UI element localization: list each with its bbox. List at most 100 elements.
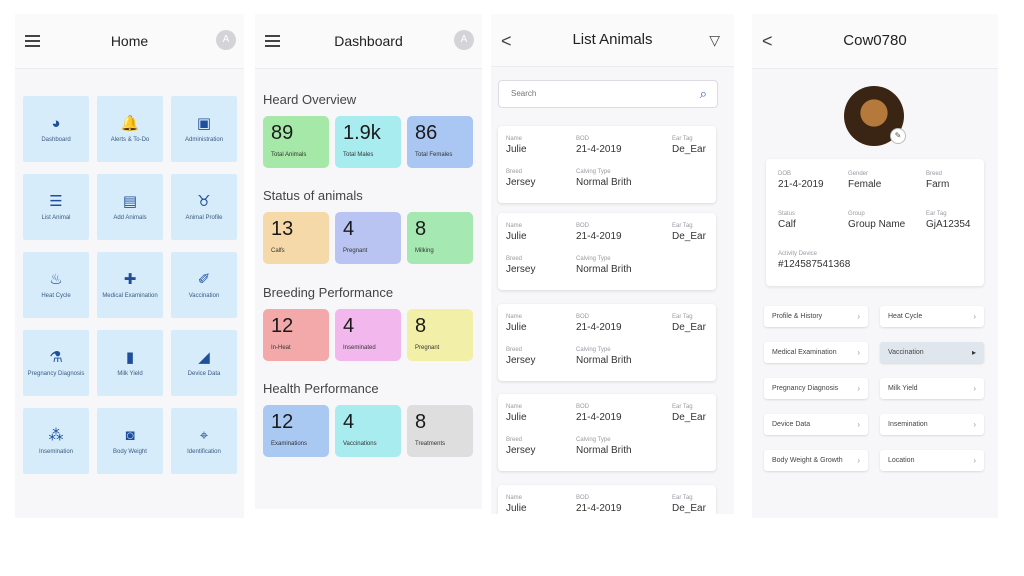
stat-card[interactable]: 12 Examinations xyxy=(263,405,329,457)
search-input[interactable] xyxy=(509,88,683,99)
stat-card[interactable]: 8 Milking xyxy=(407,212,473,264)
link-insemination[interactable]: Insemination › xyxy=(880,414,984,435)
stat-card[interactable]: 86 Total Females xyxy=(407,116,473,168)
stat-card[interactable]: 8 Pregnant xyxy=(407,309,473,361)
link-heat-cycle[interactable]: Heat Cycle › xyxy=(880,306,984,327)
tile-label: Add Animals xyxy=(113,214,147,221)
link-body-weight-growth[interactable]: Body Weight & Growth › xyxy=(764,450,868,471)
ear-field: Ear Tag De_Ear xyxy=(672,136,706,155)
field-label: Name xyxy=(506,136,523,142)
tile-label: Insemination xyxy=(38,448,74,455)
home-tile[interactable]: ◙ Body Weight xyxy=(97,408,163,474)
stat-label: Treatments xyxy=(415,441,446,447)
home-tile[interactable]: ▤ Add Animals xyxy=(97,174,163,240)
chevron-right-icon: › xyxy=(973,420,976,429)
back-arrow-icon[interactable]: < xyxy=(762,31,773,51)
chevron-right-icon: › xyxy=(857,456,860,465)
home-tile[interactable]: ⚗ Pregnancy Diagnosis xyxy=(23,330,89,396)
section-title: Status of animals xyxy=(263,188,363,203)
tile-label: Body Weight xyxy=(113,448,147,455)
filter-icon[interactable]: ▽ xyxy=(709,32,720,48)
name-field: Name Julie xyxy=(506,223,527,242)
field-value: De_Ear xyxy=(672,231,706,242)
link-pregnancy-diagnosis[interactable]: Pregnancy Diagnosis › xyxy=(764,378,868,399)
home-tile[interactable]: ◕ Dashboard xyxy=(23,96,89,162)
search-box[interactable]: ⌕ xyxy=(498,80,718,108)
breed-field: Breed Farm xyxy=(926,171,950,190)
stat-value: 86 xyxy=(415,122,438,144)
home-tile[interactable]: ▣ Administration xyxy=(171,96,237,162)
link-label: Milk Yield xyxy=(888,385,918,392)
home-tile[interactable]: ♉ Animal Profile xyxy=(171,174,237,240)
field-value: Julie xyxy=(506,322,527,333)
home-tile[interactable]: 🔔 Alerts & To-Do xyxy=(97,96,163,162)
avatar[interactable]: A xyxy=(454,30,474,50)
home-tile[interactable]: ✚ Medical Examination xyxy=(97,252,163,318)
stat-card-row: 12 Examinations 4 Vaccinations 8 Treatments xyxy=(263,405,473,457)
section-title: Heard Overview xyxy=(263,92,357,107)
chevron-right-icon: ▸ xyxy=(971,348,976,357)
menu-icon[interactable] xyxy=(265,35,280,47)
breed-field: Breed Jersey xyxy=(506,437,535,456)
tag-icon: ⌖ xyxy=(199,426,209,444)
bod-field: BOD 21-4-2019 xyxy=(576,495,622,514)
back-arrow-icon[interactable]: < xyxy=(501,31,512,51)
dashboard-screen: Dashboard A Heard Overview 89 Total Animal… xyxy=(255,14,482,509)
stat-card[interactable]: 4 Inseminated xyxy=(335,309,401,361)
menu-icon[interactable] xyxy=(25,35,40,47)
field-value: Normal Brith xyxy=(576,264,632,275)
stat-card[interactable]: 8 Treatments xyxy=(407,405,473,457)
edit-photo-icon[interactable]: ✎ xyxy=(890,128,906,144)
ear-field: Ear Tag De_Ear xyxy=(672,404,706,423)
chevron-right-icon: › xyxy=(857,312,860,321)
home-tile[interactable]: ✐ Vaccination xyxy=(171,252,237,318)
link-profile-history[interactable]: Profile & History › xyxy=(764,306,868,327)
link-label: Heat Cycle xyxy=(888,313,923,320)
page-title: Home xyxy=(110,33,149,49)
name-field: Name Julie xyxy=(506,314,527,333)
link-medical-examination[interactable]: Medical Examination › xyxy=(764,342,868,363)
home-tile[interactable]: ♨ Heat Cycle xyxy=(23,252,89,318)
list-header: < List Animals ▽ xyxy=(491,14,734,67)
link-vaccination[interactable]: Vaccination ▸ xyxy=(880,342,984,363)
calving-field: Calving Type Normal Brith xyxy=(576,437,632,456)
syringe-icon: ✐ xyxy=(197,270,211,288)
page-title: Cow0780 xyxy=(843,32,907,49)
stat-card[interactable]: 4 Pregnant xyxy=(335,212,401,264)
link-label: Location xyxy=(888,457,915,464)
field-label: Name xyxy=(506,223,523,229)
dashboard-header: Dashboard A xyxy=(255,14,482,69)
link-location[interactable]: Location › xyxy=(880,450,984,471)
field-value: Jersey xyxy=(506,355,536,366)
stat-card[interactable]: 89 Total Animals xyxy=(263,116,329,168)
field-value: Normal Brith xyxy=(576,177,632,188)
stat-card[interactable]: 13 Calfs xyxy=(263,212,329,264)
stat-card[interactable]: 4 Vaccinations xyxy=(335,405,401,457)
link-device-data[interactable]: Device Data › xyxy=(764,414,868,435)
stat-label: Inseminated xyxy=(343,345,376,351)
stat-card[interactable]: 12 In-Heat xyxy=(263,309,329,361)
stat-card[interactable]: 1.9k Total Males xyxy=(335,116,401,168)
stat-label: In-Heat xyxy=(271,345,291,351)
home-tile[interactable]: ⌖ Identification xyxy=(171,408,237,474)
search-icon[interactable]: ⌕ xyxy=(699,86,707,101)
stat-label: Total Females xyxy=(415,152,453,158)
ear-field: Ear Tag De_Ear xyxy=(672,495,706,514)
field-value: 21-4-2019 xyxy=(576,231,622,242)
home-tile[interactable]: ☰ List Animal xyxy=(23,174,89,240)
field-value: Jersey xyxy=(506,264,536,275)
home-tile[interactable]: ▮ Milk Yield xyxy=(97,330,163,396)
cow-photo[interactable]: ✎ xyxy=(844,86,906,146)
stat-value: 13 xyxy=(271,218,294,240)
avatar[interactable]: A xyxy=(216,30,236,50)
link-milk-yield[interactable]: Milk Yield › xyxy=(880,378,984,399)
status-field: Status Calf xyxy=(778,211,796,230)
field-label: Breed xyxy=(506,169,523,175)
home-tile[interactable]: ◢ Device Data xyxy=(171,330,237,396)
home-tile[interactable]: ⁂ Insemination xyxy=(23,408,89,474)
